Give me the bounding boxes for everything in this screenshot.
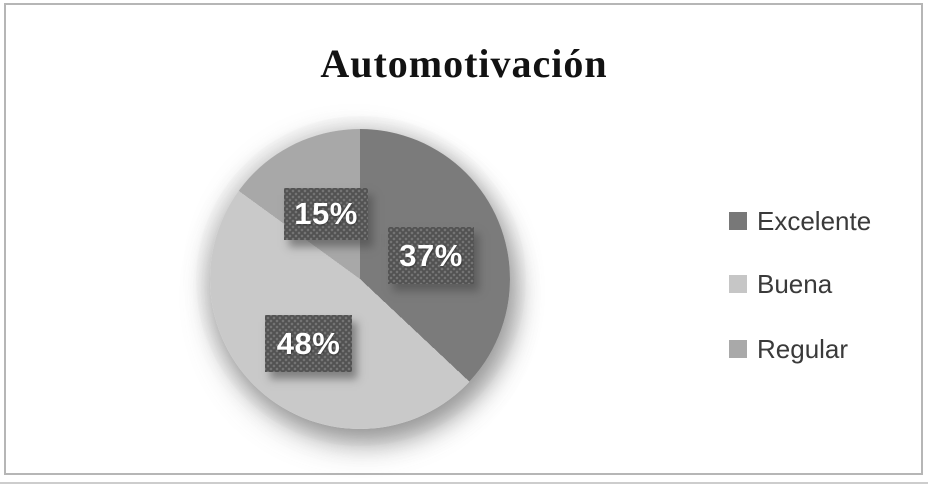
legend-swatch-buena bbox=[729, 275, 747, 293]
pie-slice-label-regular: 15% bbox=[284, 188, 368, 240]
legend-swatch-excelente bbox=[729, 212, 747, 230]
bottom-edge-line bbox=[0, 482, 928, 484]
legend-item-buena: Buena bbox=[729, 268, 832, 300]
pie-slice-label-excelente: 37% bbox=[388, 227, 474, 284]
legend-item-regular: Regular bbox=[729, 333, 848, 365]
legend-label-excelente: Excelente bbox=[757, 206, 872, 236]
legend-label-buena: Buena bbox=[757, 269, 833, 299]
pie-slice-label-buena: 48% bbox=[265, 315, 352, 372]
legend-swatch-regular bbox=[729, 340, 747, 358]
legend-label-regular: Regular bbox=[757, 334, 849, 364]
chart-title: Automotivación bbox=[320, 41, 608, 86]
legend-item-excelente: Excelente bbox=[729, 205, 871, 237]
